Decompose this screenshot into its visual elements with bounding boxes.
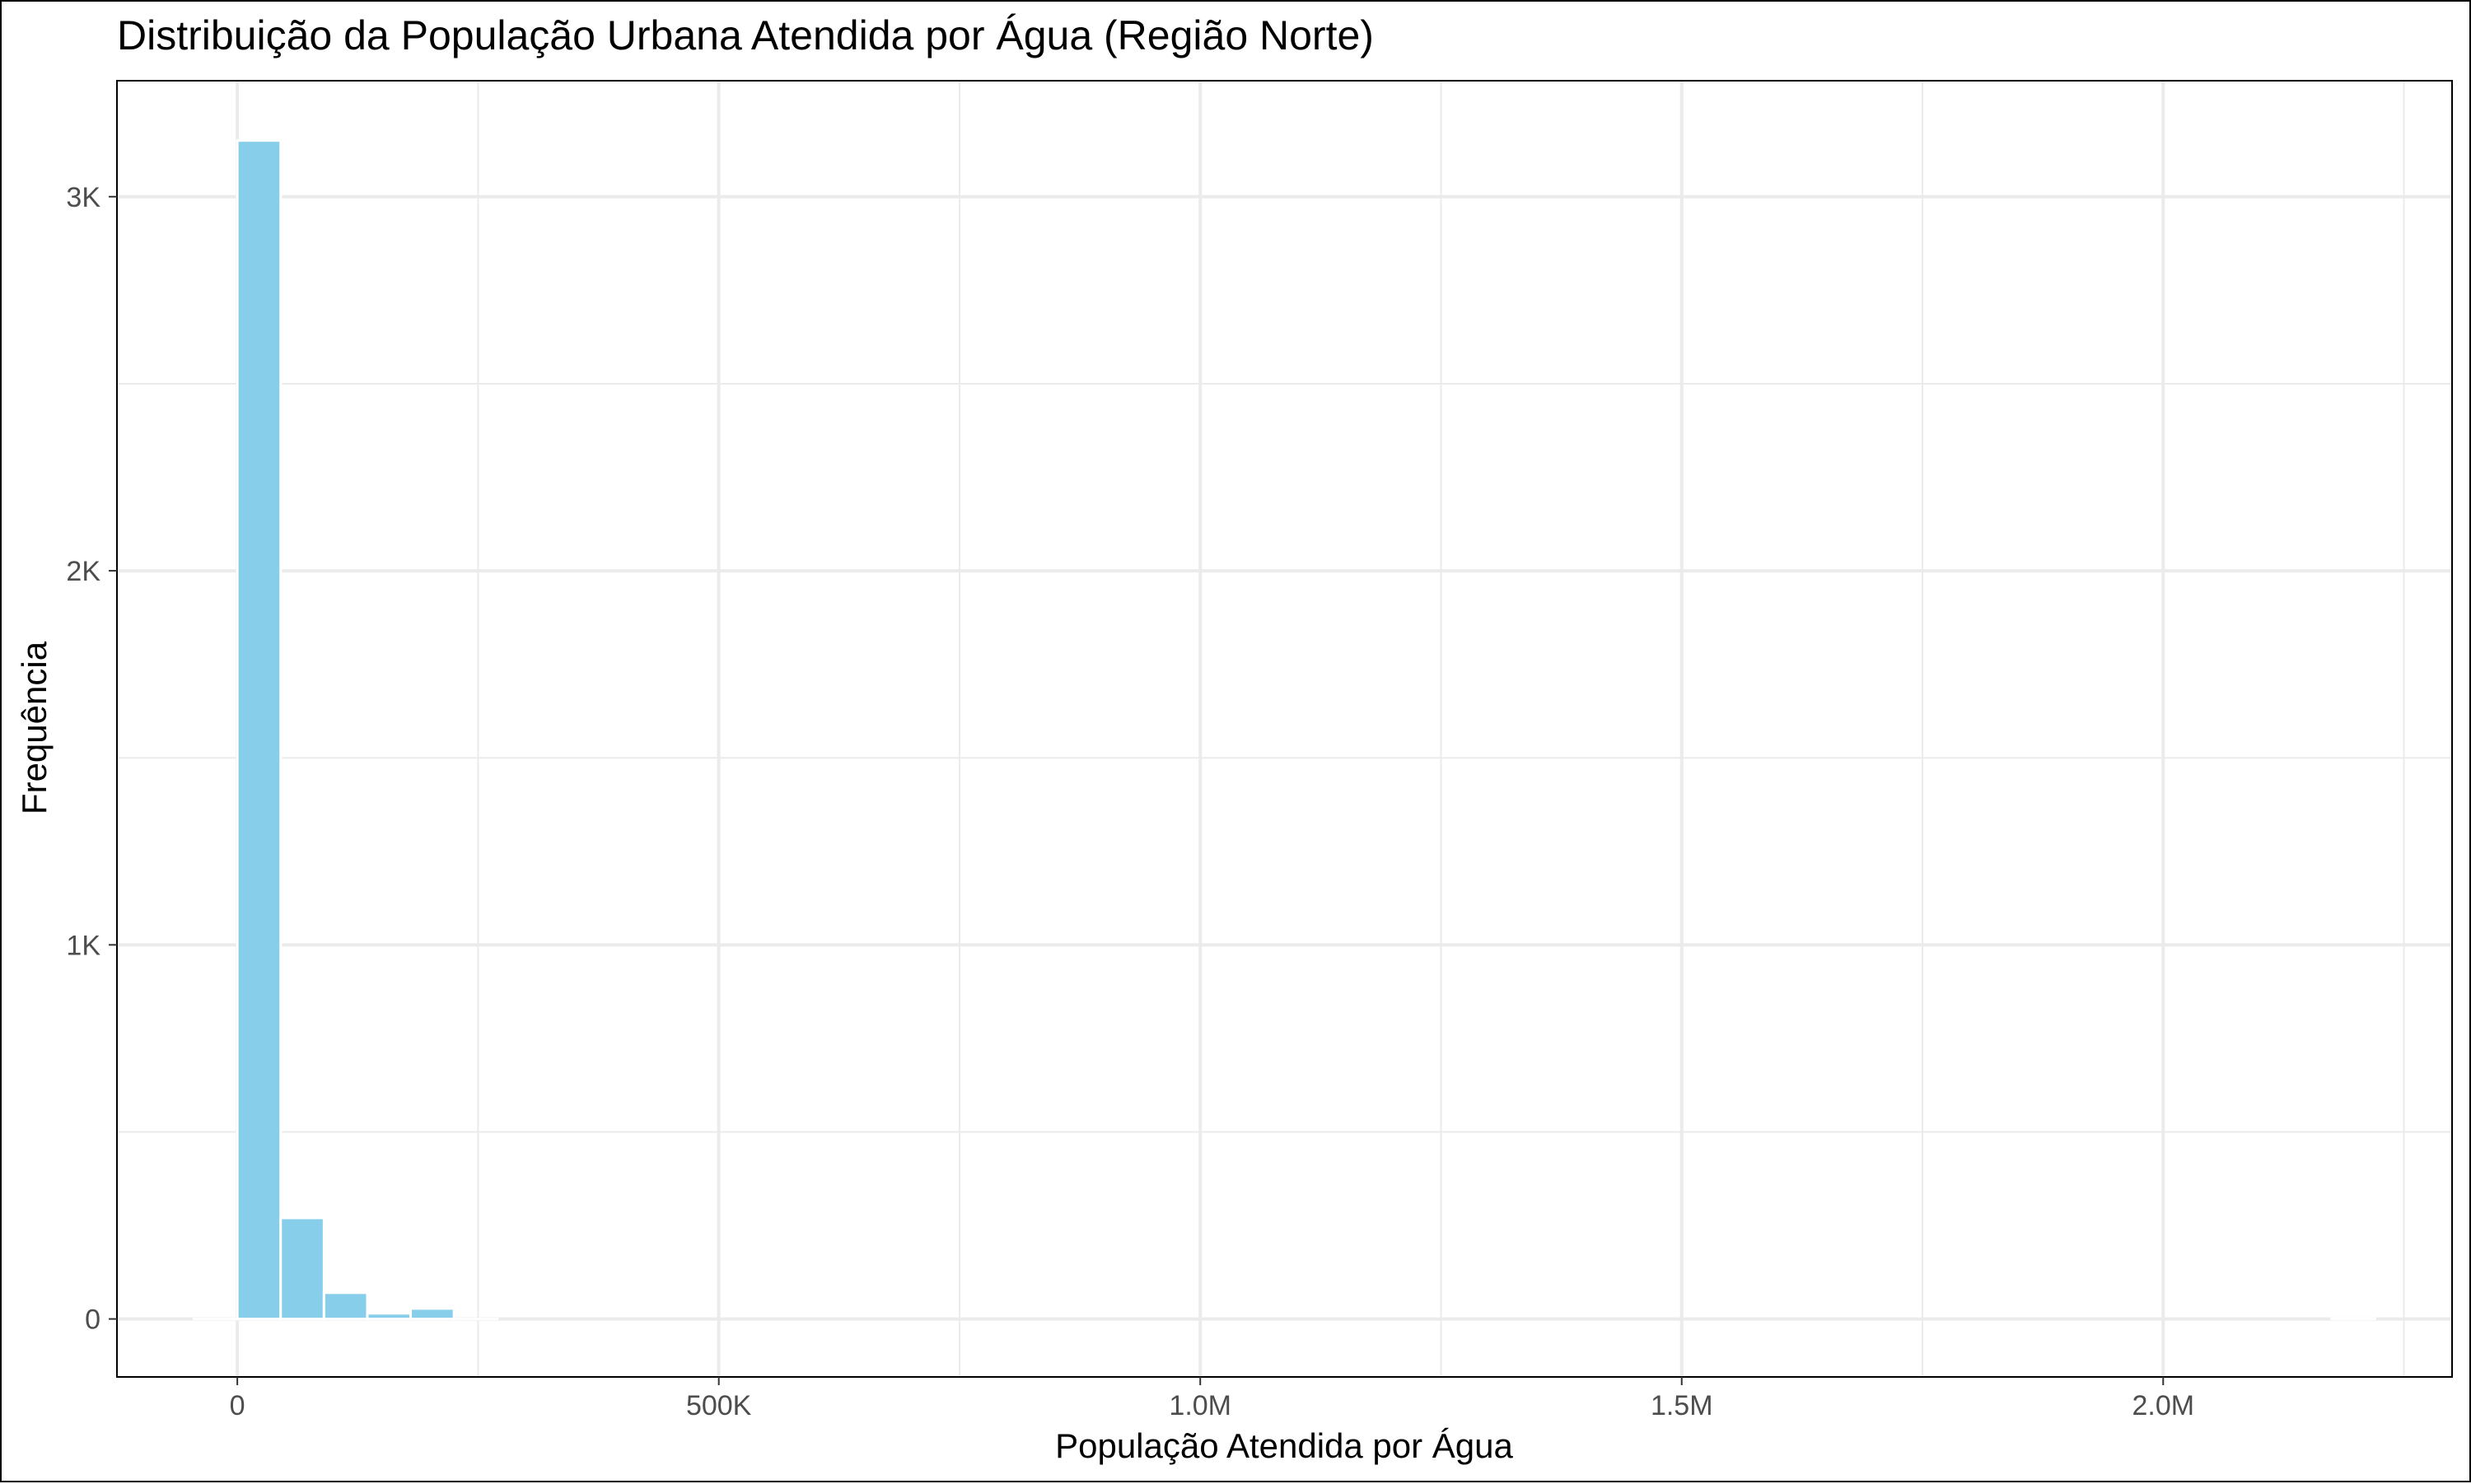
- histogram-bar: [411, 1309, 455, 1319]
- grid-layer: [117, 81, 2452, 1377]
- histogram-bar: [281, 1218, 325, 1319]
- y-tick-label: 3K: [66, 182, 100, 213]
- panel-border: [117, 81, 2452, 1377]
- y-tick-label: 2K: [66, 556, 100, 587]
- x-tick-label: 0: [230, 1390, 245, 1421]
- histogram-bar: [324, 1293, 367, 1319]
- x-axis: 0 500K 1.0M 1.5M 2.0M: [230, 1377, 2194, 1421]
- y-tick-label: 0: [85, 1304, 100, 1336]
- x-axis-title: População Atendida por Água: [1055, 1426, 1513, 1465]
- y-axis-title: Frequência: [15, 641, 54, 814]
- x-tick-label: 1.0M: [1169, 1390, 1231, 1421]
- y-tick-label: 1K: [66, 930, 100, 961]
- x-tick-label: 2.0M: [2132, 1390, 2194, 1421]
- x-tick-label: 1.5M: [1651, 1390, 1713, 1421]
- x-tick-label: 500K: [686, 1390, 752, 1421]
- bars-layer: [194, 141, 2375, 1319]
- y-axis: 0 1K 2K 3K: [66, 182, 117, 1336]
- histogram-bar: [367, 1314, 411, 1319]
- chart-title: Distribuição da População Urbana Atendid…: [117, 12, 1374, 58]
- histogram-bar: [237, 141, 281, 1319]
